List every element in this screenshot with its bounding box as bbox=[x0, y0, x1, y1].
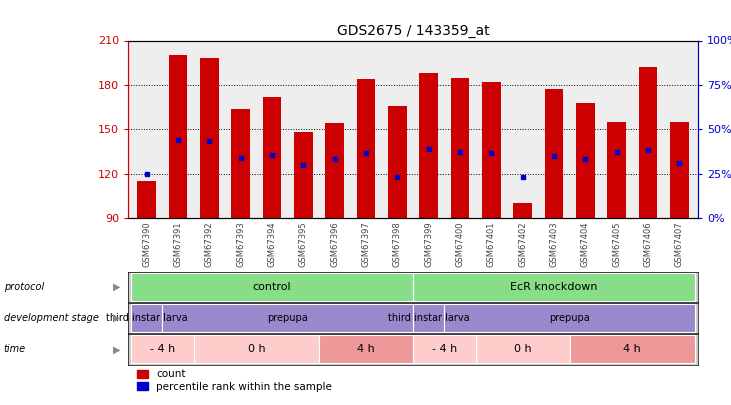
Bar bbox=[476, 335, 569, 363]
Bar bbox=[576, 103, 595, 218]
Text: - 4 h: - 4 h bbox=[150, 344, 175, 354]
Bar bbox=[413, 304, 444, 332]
Bar bbox=[131, 304, 162, 332]
Bar bbox=[162, 304, 413, 332]
Bar bbox=[545, 90, 564, 218]
Bar bbox=[357, 79, 376, 218]
Bar bbox=[294, 132, 313, 218]
Bar bbox=[639, 67, 657, 218]
Bar bbox=[169, 55, 187, 218]
Bar bbox=[450, 77, 469, 218]
Text: third instar larva: third instar larva bbox=[388, 313, 469, 323]
Bar bbox=[131, 273, 413, 301]
Bar bbox=[413, 335, 476, 363]
Text: development stage: development stage bbox=[4, 313, 99, 323]
Bar bbox=[444, 304, 695, 332]
Bar bbox=[388, 106, 406, 218]
Bar bbox=[607, 122, 626, 218]
Text: 4 h: 4 h bbox=[624, 344, 641, 354]
Text: EcR knockdown: EcR knockdown bbox=[510, 282, 598, 292]
Bar bbox=[513, 203, 532, 218]
Text: 4 h: 4 h bbox=[357, 344, 375, 354]
Legend: count, percentile rank within the sample: count, percentile rank within the sample bbox=[133, 365, 336, 396]
Text: ▶: ▶ bbox=[113, 313, 121, 323]
Text: 0 h: 0 h bbox=[514, 344, 531, 354]
Bar bbox=[670, 122, 689, 218]
Bar bbox=[319, 335, 413, 363]
Bar bbox=[482, 82, 501, 218]
Text: ▶: ▶ bbox=[113, 344, 121, 354]
Text: third instar larva: third instar larva bbox=[106, 313, 188, 323]
Text: time: time bbox=[4, 344, 26, 354]
Bar bbox=[420, 73, 438, 218]
Bar bbox=[413, 273, 695, 301]
Text: - 4 h: - 4 h bbox=[432, 344, 457, 354]
Bar bbox=[200, 58, 219, 218]
Text: prepupa: prepupa bbox=[268, 313, 308, 323]
Bar bbox=[137, 181, 156, 218]
Bar bbox=[194, 335, 319, 363]
Bar bbox=[569, 335, 695, 363]
Text: protocol: protocol bbox=[4, 282, 44, 292]
Title: GDS2675 / 143359_at: GDS2675 / 143359_at bbox=[337, 24, 489, 38]
Text: ▶: ▶ bbox=[113, 282, 121, 292]
Text: control: control bbox=[253, 282, 292, 292]
Bar bbox=[325, 124, 344, 218]
Bar bbox=[262, 97, 281, 218]
Bar bbox=[131, 335, 194, 363]
Bar bbox=[231, 109, 250, 218]
Text: 0 h: 0 h bbox=[248, 344, 265, 354]
Text: prepupa: prepupa bbox=[549, 313, 590, 323]
